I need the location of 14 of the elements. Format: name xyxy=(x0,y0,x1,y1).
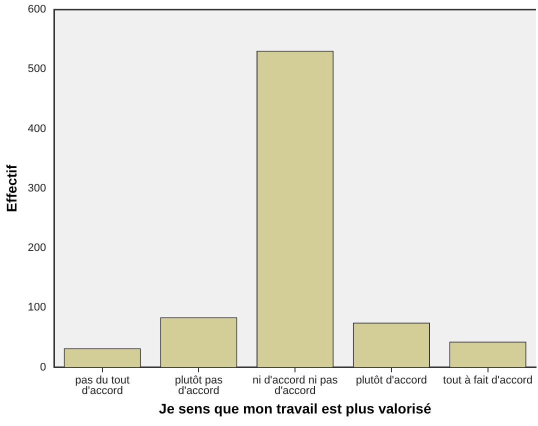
x-tick-label: pas du tout d'accord xyxy=(75,374,130,398)
x-tick-label: plutôt d'accord xyxy=(356,374,428,387)
y-tick-label: 400 xyxy=(28,122,46,135)
y-tick-label: 300 xyxy=(28,182,46,194)
x-axis-title: Je sens que mon travail est plus valorisé xyxy=(158,400,432,416)
y-tick-label: 500 xyxy=(28,63,46,76)
x-tick-label: plutôt pas d'accord xyxy=(174,374,224,398)
y-tick-label: 200 xyxy=(28,242,46,254)
y-tick-label: 0 xyxy=(40,361,46,374)
x-tick-label: ni d'accord ni pas d'accord xyxy=(252,374,338,398)
y-tick-label: 100 xyxy=(28,302,46,314)
y-axis-title: Effectif xyxy=(3,164,20,212)
y-tick-label: 600 xyxy=(28,4,46,16)
x-tick-label: tout à fait d'accord xyxy=(443,374,533,387)
